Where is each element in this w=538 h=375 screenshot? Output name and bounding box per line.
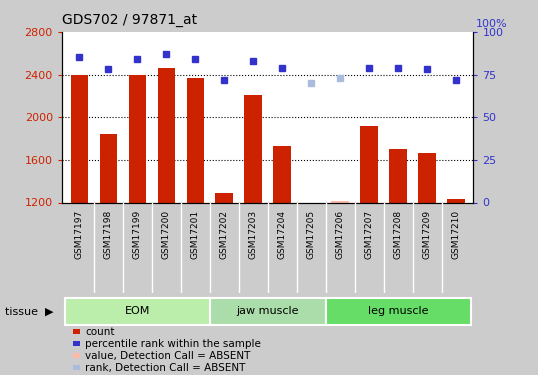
Text: GSM17205: GSM17205 bbox=[307, 210, 316, 259]
Text: GSM17204: GSM17204 bbox=[278, 210, 287, 259]
Text: GDS702 / 97871_at: GDS702 / 97871_at bbox=[62, 13, 197, 27]
Text: GSM17198: GSM17198 bbox=[104, 210, 113, 259]
Bar bbox=[187, 78, 204, 203]
Bar bbox=[244, 95, 262, 202]
Text: tissue  ▶: tissue ▶ bbox=[5, 306, 54, 316]
Text: GSM17197: GSM17197 bbox=[75, 210, 84, 259]
Text: EOM: EOM bbox=[124, 306, 150, 316]
Bar bbox=[129, 75, 146, 202]
Text: value, Detection Call = ABSENT: value, Detection Call = ABSENT bbox=[85, 351, 250, 361]
Text: count: count bbox=[85, 327, 115, 337]
Text: GSM17200: GSM17200 bbox=[162, 210, 171, 259]
Bar bbox=[325, 298, 471, 325]
Bar bbox=[331, 201, 349, 202]
Text: GSM17201: GSM17201 bbox=[190, 210, 200, 259]
Text: GSM17208: GSM17208 bbox=[394, 210, 402, 259]
Bar bbox=[216, 193, 233, 202]
Text: GSM17206: GSM17206 bbox=[336, 210, 345, 259]
Text: GSM17199: GSM17199 bbox=[133, 210, 141, 259]
Bar bbox=[390, 149, 407, 202]
Bar bbox=[158, 68, 175, 203]
Text: leg muscle: leg muscle bbox=[368, 306, 428, 316]
Text: 100%: 100% bbox=[476, 19, 508, 29]
Text: GSM17210: GSM17210 bbox=[451, 210, 461, 259]
Text: GSM17207: GSM17207 bbox=[365, 210, 373, 259]
Bar bbox=[448, 199, 465, 202]
Text: percentile rank within the sample: percentile rank within the sample bbox=[85, 339, 261, 349]
Bar bbox=[302, 202, 320, 205]
Bar bbox=[70, 75, 88, 202]
Bar bbox=[210, 298, 325, 325]
Bar bbox=[273, 146, 291, 202]
Bar bbox=[360, 126, 378, 202]
Text: GSM17209: GSM17209 bbox=[422, 210, 431, 259]
Text: jaw muscle: jaw muscle bbox=[236, 306, 299, 316]
Text: rank, Detection Call = ABSENT: rank, Detection Call = ABSENT bbox=[85, 363, 245, 373]
Text: GSM17203: GSM17203 bbox=[249, 210, 258, 259]
Text: GSM17202: GSM17202 bbox=[220, 210, 229, 259]
Bar bbox=[65, 298, 210, 325]
Bar bbox=[419, 153, 436, 203]
Bar bbox=[100, 134, 117, 202]
